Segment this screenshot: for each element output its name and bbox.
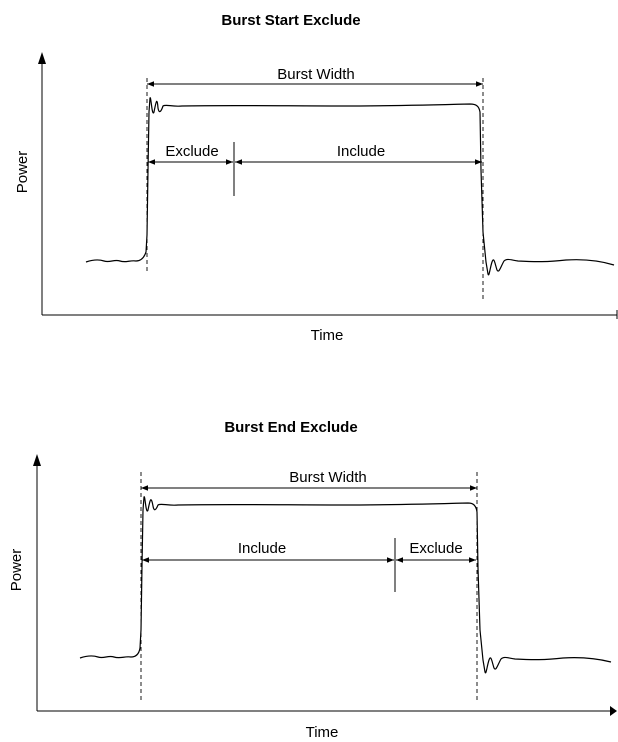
x-axis-label: Time <box>306 724 339 741</box>
include-label: Include <box>238 540 286 557</box>
y-axis-arrow-icon <box>33 454 41 466</box>
diagram-title: Burst Start Exclude <box>221 12 360 29</box>
x-axis-arrow-icon <box>610 706 617 716</box>
exclude-label: Exclude <box>165 143 218 160</box>
burst-trace <box>85 97 615 276</box>
include-label: Include <box>337 143 385 160</box>
burst-width-label: Burst Width <box>277 66 355 83</box>
y-axis-label: Power <box>14 151 31 194</box>
diagram-burst-end-exclude: Burst End Exclude Power Time Burst Width… <box>8 419 617 741</box>
diagram-title: Burst End Exclude <box>224 419 357 436</box>
y-axis-arrow-icon <box>38 52 46 64</box>
diagram-burst-start-exclude: Burst Start Exclude Power Time Burst Wid… <box>14 12 618 344</box>
burst-trace <box>79 496 612 674</box>
axes <box>33 454 617 716</box>
exclude-label: Exclude <box>409 540 462 557</box>
axes <box>38 52 618 319</box>
y-axis-label: Power <box>8 549 25 592</box>
x-axis-label: Time <box>311 327 344 344</box>
burst-width-label: Burst Width <box>289 469 367 486</box>
